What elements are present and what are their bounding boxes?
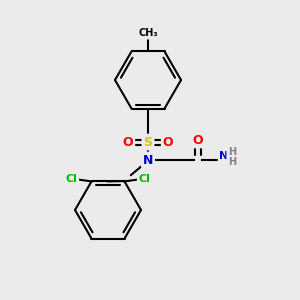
- Text: CH₃: CH₃: [138, 28, 158, 38]
- Text: H: H: [228, 157, 236, 167]
- Text: S: S: [143, 136, 152, 148]
- Text: Cl: Cl: [66, 174, 77, 184]
- Text: O: O: [163, 136, 173, 148]
- Text: O: O: [193, 134, 203, 146]
- Text: H: H: [228, 147, 236, 157]
- Text: O: O: [123, 136, 133, 148]
- Text: N: N: [219, 151, 229, 161]
- Text: N: N: [143, 154, 153, 166]
- Text: Cl: Cl: [139, 174, 150, 184]
